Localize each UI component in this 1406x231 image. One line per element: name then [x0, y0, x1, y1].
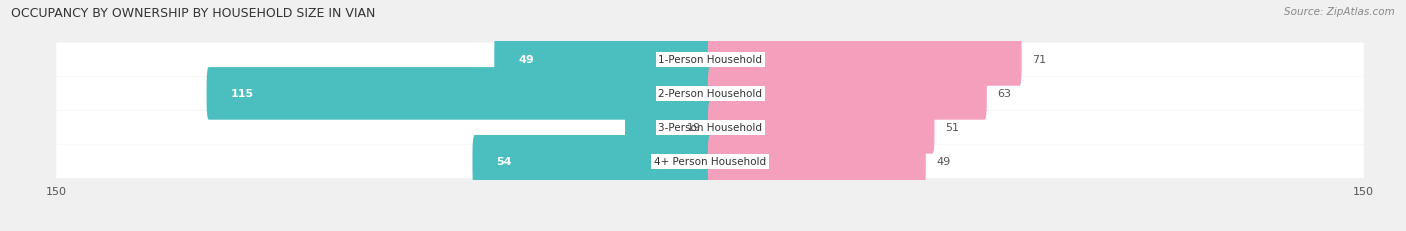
FancyBboxPatch shape	[707, 135, 925, 188]
Text: 19: 19	[688, 123, 702, 133]
Text: 51: 51	[945, 123, 959, 133]
Text: 4+ Person Household: 4+ Person Household	[654, 157, 766, 167]
Text: 54: 54	[496, 157, 512, 167]
Text: OCCUPANCY BY OWNERSHIP BY HOUSEHOLD SIZE IN VIAN: OCCUPANCY BY OWNERSHIP BY HOUSEHOLD SIZE…	[11, 7, 375, 20]
Legend: Owner-occupied, Renter-occupied: Owner-occupied, Renter-occupied	[588, 227, 832, 231]
Text: 49: 49	[519, 55, 534, 65]
Text: 2-Person Household: 2-Person Household	[658, 89, 762, 99]
FancyBboxPatch shape	[707, 34, 1022, 86]
FancyBboxPatch shape	[56, 43, 1364, 77]
FancyBboxPatch shape	[56, 77, 1364, 111]
FancyBboxPatch shape	[707, 102, 935, 154]
FancyBboxPatch shape	[56, 111, 1364, 145]
Text: 1-Person Household: 1-Person Household	[658, 55, 762, 65]
Text: 63: 63	[998, 89, 1012, 99]
Text: 49: 49	[936, 157, 950, 167]
Text: 3-Person Household: 3-Person Household	[658, 123, 762, 133]
FancyBboxPatch shape	[472, 135, 713, 188]
FancyBboxPatch shape	[626, 102, 713, 154]
FancyBboxPatch shape	[495, 34, 713, 86]
FancyBboxPatch shape	[707, 68, 987, 120]
Text: 115: 115	[231, 89, 253, 99]
FancyBboxPatch shape	[56, 145, 1364, 178]
Text: Source: ZipAtlas.com: Source: ZipAtlas.com	[1284, 7, 1395, 17]
Text: 71: 71	[1032, 55, 1046, 65]
FancyBboxPatch shape	[207, 68, 713, 120]
